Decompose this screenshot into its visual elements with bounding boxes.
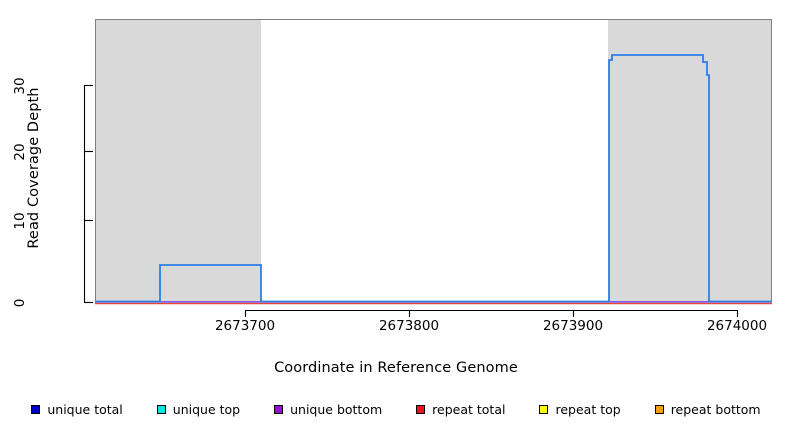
legend-item-repeat-total: repeat total [416, 402, 505, 417]
legend-item-unique-total: unique total [31, 401, 123, 417]
chart-legend: unique total unique top unique bottom re… [0, 398, 792, 420]
y-axis-title: Read Coverage Depth [26, 87, 42, 249]
legend-label-unique-bottom: unique bottom [290, 401, 383, 417]
x-tick-label-2673900: 2673900 [542, 318, 604, 334]
x-axis-title: Coordinate in Reference Genome [274, 360, 518, 376]
legend-swatch-icon-repeat-top [539, 404, 549, 414]
y-axis [83, 84, 93, 304]
repeat-region-right-shade [608, 19, 772, 302]
x-tick-label-2674000: 2674000 [706, 318, 768, 334]
plot-frame [95, 19, 772, 302]
repeat-region-left-shade [95, 19, 261, 302]
legend-swatch-icon-unique-bottom [274, 404, 284, 414]
legend-label-unique-top: unique top [172, 401, 241, 417]
legend-item-repeat-bottom: repeat bottom [654, 401, 761, 417]
legend-swatch-icon-repeat-bottom [654, 404, 664, 414]
legend-item-repeat-top: repeat top [539, 401, 621, 417]
legend-label-repeat-total: repeat total [432, 401, 506, 417]
legend-item-unique-bottom: unique bottom [274, 402, 382, 417]
x-tick-label-2673700: 2673700 [214, 318, 276, 334]
x-tick-label-2673800: 2673800 [378, 318, 440, 334]
legend-label-unique-total: unique total [47, 401, 123, 417]
legend-swatch-icon-unique-top [156, 404, 166, 414]
x-axis [244, 309, 739, 317]
shaded-regions [95, 19, 772, 302]
legend-label-repeat-top: repeat top [555, 401, 621, 417]
legend-item-unique-top: unique top [156, 401, 241, 417]
legend-swatch-icon-repeat-total [416, 404, 426, 414]
series-unique-total [95, 54, 772, 303]
legend-swatch-icon-unique-total [31, 404, 41, 414]
legend-label-repeat-bottom: repeat bottom [670, 401, 761, 417]
